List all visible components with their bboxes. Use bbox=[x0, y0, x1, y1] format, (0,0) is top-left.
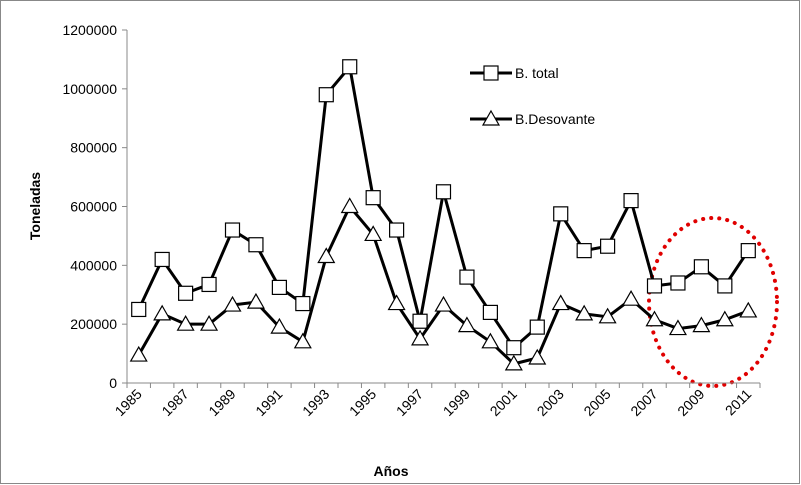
series-marker bbox=[553, 206, 569, 222]
y-tick-label: 1000000 bbox=[62, 81, 117, 97]
legend-label: B.Desovante bbox=[515, 111, 595, 127]
series-marker bbox=[504, 354, 523, 371]
series-marker bbox=[270, 317, 289, 334]
series-marker bbox=[387, 294, 406, 311]
series-marker bbox=[740, 243, 756, 259]
y-tick-label: 0 bbox=[109, 375, 117, 391]
series-marker bbox=[200, 314, 219, 331]
series-marker bbox=[645, 310, 664, 327]
series-marker bbox=[365, 190, 381, 206]
series-marker bbox=[668, 319, 687, 336]
series-marker bbox=[224, 222, 241, 238]
series-marker bbox=[248, 237, 264, 253]
series-marker bbox=[717, 278, 733, 294]
y-tick-label: 600000 bbox=[70, 199, 117, 215]
series-marker bbox=[295, 295, 311, 312]
series-marker bbox=[364, 225, 383, 242]
series-marker bbox=[693, 259, 709, 275]
series-marker bbox=[482, 304, 498, 320]
y-tick-label: 400000 bbox=[70, 257, 117, 273]
series-marker bbox=[670, 275, 686, 291]
legend-marker bbox=[483, 65, 499, 81]
legend-marker bbox=[481, 109, 501, 126]
y-tick-label: 1200000 bbox=[62, 22, 117, 38]
series-marker bbox=[575, 304, 594, 321]
series-marker bbox=[176, 314, 195, 331]
series-marker bbox=[506, 340, 522, 356]
series-marker bbox=[411, 329, 430, 346]
series-marker bbox=[692, 316, 711, 333]
series-marker bbox=[412, 313, 428, 329]
series-marker bbox=[317, 247, 336, 264]
series-marker bbox=[201, 276, 217, 293]
series-marker bbox=[528, 348, 547, 365]
highlight-ellipse bbox=[647, 216, 779, 388]
series-marker bbox=[481, 332, 500, 349]
series-marker bbox=[318, 87, 334, 103]
series-marker bbox=[622, 289, 641, 306]
series-marker bbox=[576, 243, 592, 259]
series-marker bbox=[129, 345, 148, 362]
series-marker bbox=[457, 316, 476, 333]
series-marker bbox=[435, 184, 452, 200]
series-marker bbox=[600, 238, 616, 254]
series-marker bbox=[153, 304, 172, 321]
series-marker bbox=[598, 307, 617, 324]
series-marker bbox=[223, 295, 242, 312]
series-marker bbox=[342, 59, 358, 75]
y-tick-label: 800000 bbox=[70, 140, 117, 156]
series-marker bbox=[340, 197, 359, 214]
x-axis-label: Años bbox=[374, 463, 409, 479]
series-marker bbox=[246, 292, 265, 309]
series-marker bbox=[131, 301, 147, 318]
y-axis-label: Toneladas bbox=[27, 172, 43, 240]
series-marker bbox=[715, 310, 734, 327]
series-marker bbox=[389, 222, 405, 238]
series-marker bbox=[646, 278, 663, 294]
series-marker bbox=[293, 332, 312, 349]
y-tick-label: 200000 bbox=[70, 316, 117, 332]
series-marker bbox=[434, 295, 453, 312]
series-marker bbox=[529, 319, 545, 335]
legend-label: B. total bbox=[515, 65, 559, 81]
series-marker bbox=[459, 269, 475, 285]
series-marker bbox=[178, 285, 194, 301]
series-marker bbox=[623, 193, 639, 209]
series-marker bbox=[154, 251, 170, 268]
series-marker bbox=[271, 279, 287, 295]
series-marker bbox=[551, 294, 570, 311]
series-marker bbox=[739, 301, 758, 318]
